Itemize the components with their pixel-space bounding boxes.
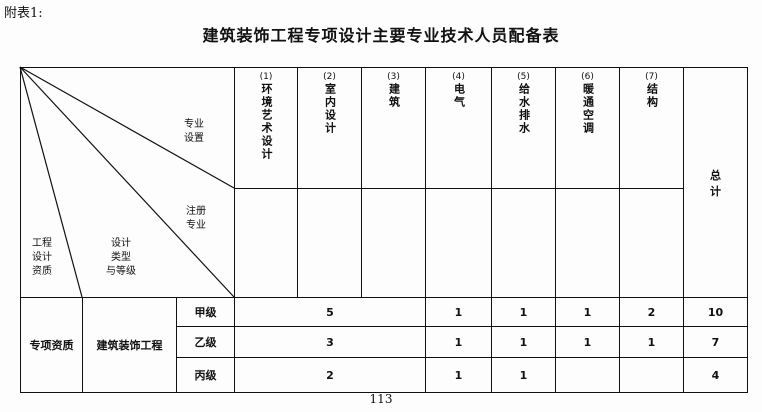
registered-specialty-cell-6 <box>555 188 620 298</box>
grade-cell: 乙级 <box>176 326 235 358</box>
table-title: 建筑装饰工程专项设计主要专业技术人员配备表 <box>202 26 560 45</box>
value-cell-c4: 1 <box>425 326 492 358</box>
column-label: 电气 <box>452 83 466 109</box>
diagonal-line <box>19 66 235 298</box>
grade-cell: 丙级 <box>176 357 235 393</box>
column-number: (4) <box>452 72 465 82</box>
column-number: (1) <box>259 72 273 82</box>
column-number: (3) <box>387 72 400 82</box>
registered-specialty-cell-2 <box>297 188 362 298</box>
total-cell: 10 <box>683 297 748 327</box>
column-header-6: (6) 暖通空调 <box>555 67 620 189</box>
column-header-1: (1) 环境艺术设计 <box>234 67 298 189</box>
diagonal-line <box>19 66 83 298</box>
value-cell-c5: 1 <box>491 297 556 327</box>
column-number: (7) <box>645 72 658 82</box>
column-number: (2) <box>323 72 336 82</box>
value-cell-c6 <box>555 357 620 393</box>
value-cell-c5: 1 <box>491 357 556 393</box>
grade-cell: 甲级 <box>176 297 235 327</box>
value-cell-c6: 1 <box>555 297 620 327</box>
project-type-cell: 建筑装饰工程 <box>82 297 177 393</box>
total-header-cell: 总 计 <box>683 67 748 298</box>
column-header-4: (4) 电气 <box>425 67 492 189</box>
page-number: 113 <box>369 392 393 406</box>
column-label: 暖通空调 <box>581 83 595 135</box>
column-label: 环境艺术设计 <box>260 83 273 161</box>
appendix-caption: 附表1: <box>4 6 43 21</box>
total-cell: 4 <box>683 357 748 393</box>
column-label: 建筑 <box>387 83 401 109</box>
value-cell-c4: 1 <box>425 357 492 393</box>
diagonal-line <box>19 66 235 189</box>
engineering-qualification-label: 工程 设计 资质 <box>32 238 52 277</box>
value-cell-cols_1_3: 2 <box>234 357 426 393</box>
total-cell: 7 <box>683 326 748 358</box>
value-cell-c7: 2 <box>619 297 684 327</box>
project-type-label: 建筑装饰工程 <box>96 339 163 352</box>
column-label: 给水排水 <box>517 83 531 135</box>
design-type-grade-label: 设计 类型 与等级 <box>106 238 136 277</box>
column-header-7: (7) 结构 <box>619 67 684 189</box>
registered-specialty-cell-7 <box>619 188 684 298</box>
registered-specialty-label: 注册 专业 <box>186 206 206 231</box>
total-header-label: 总 计 <box>710 168 721 198</box>
column-header-5: (5) 给水排水 <box>491 67 556 189</box>
value-cell-c7 <box>619 357 684 393</box>
column-label: 室内设计 <box>323 83 337 135</box>
registered-specialty-cell-4 <box>425 188 492 298</box>
registered-specialty-cell-3 <box>361 188 426 298</box>
column-number: (5) <box>517 72 530 82</box>
column-header-3: (3) 建筑 <box>361 67 426 189</box>
column-label: 结构 <box>645 83 659 109</box>
value-cell-c4: 1 <box>425 297 492 327</box>
registered-specialty-cell-5 <box>491 188 556 298</box>
column-header-2: (2) 室内设计 <box>297 67 362 189</box>
specialty-setup-label: 专业 设置 <box>184 119 204 144</box>
value-cell-cols_1_3: 5 <box>234 297 426 327</box>
column-number: (6) <box>581 72 594 82</box>
qualification-cell: 专项资质 <box>20 297 83 393</box>
registered-specialty-cell-1 <box>234 188 298 298</box>
value-cell-c7: 1 <box>619 326 684 358</box>
value-cell-cols_1_3: 3 <box>234 326 426 358</box>
value-cell-c6: 1 <box>555 326 620 358</box>
qualification-label: 专项资质 <box>29 339 74 352</box>
value-cell-c5: 1 <box>491 326 556 358</box>
